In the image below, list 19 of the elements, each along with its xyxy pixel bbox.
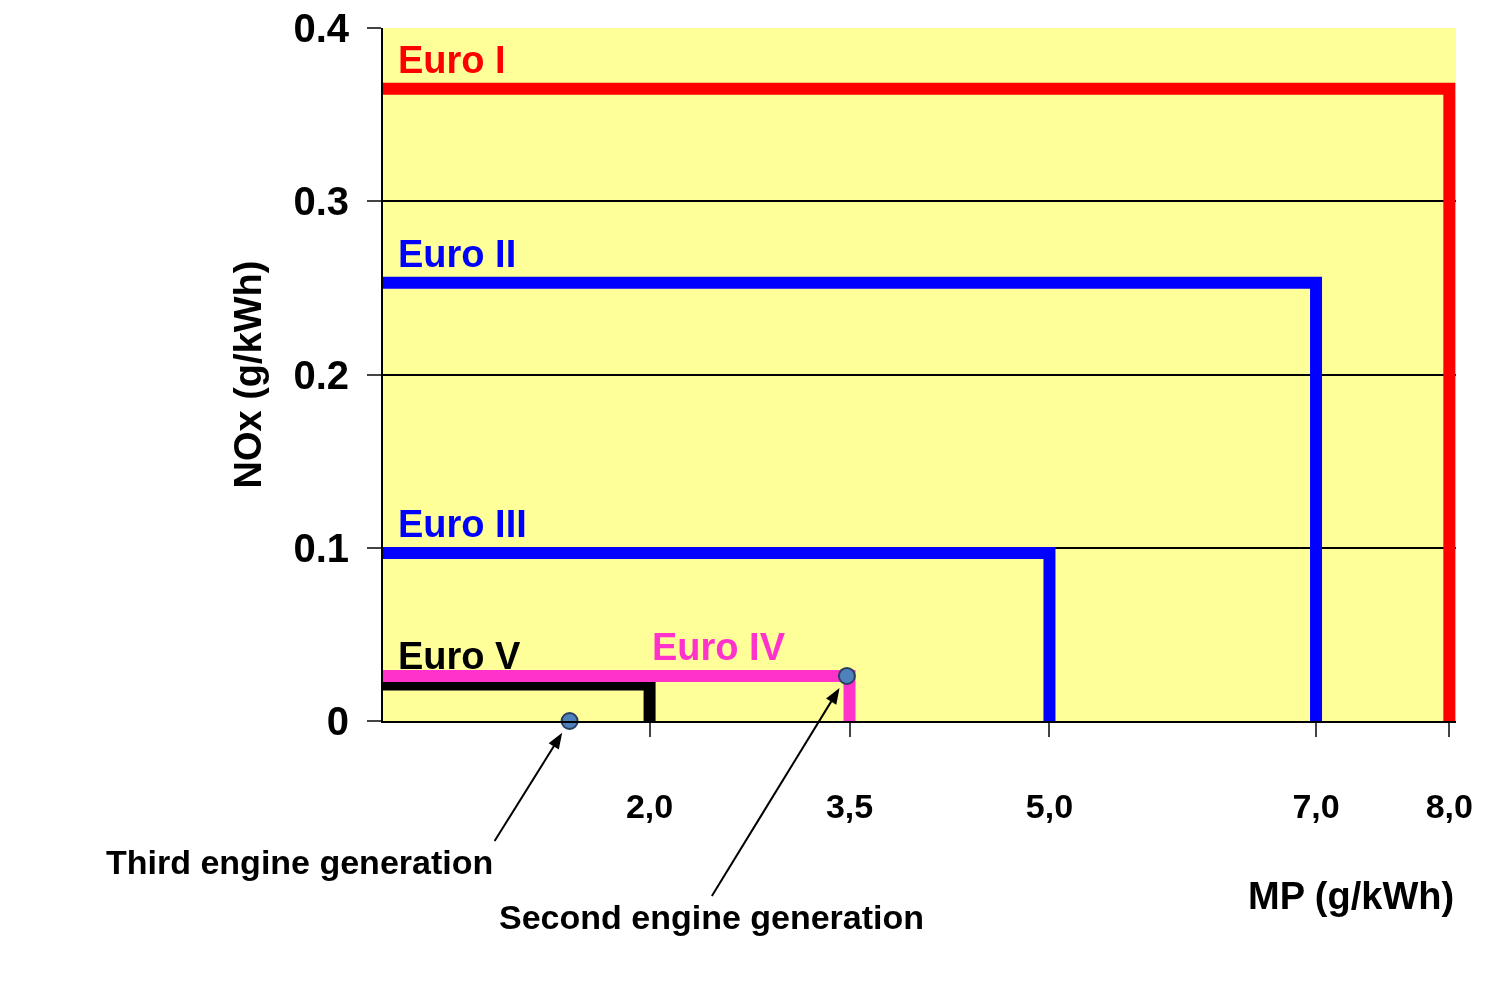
x-tick-label: 8,0 (1425, 786, 1473, 825)
x-axis-title: MP (g/kWh) (1248, 875, 1455, 917)
y-tick-label: 0.2 (293, 352, 349, 397)
series-label: Euro V (398, 635, 522, 677)
text: Second engine generation (499, 898, 925, 936)
x-tick-label: 2,0 (625, 786, 674, 825)
x-tick-label: 7,0 (1292, 786, 1340, 825)
y-tick-label: 0.3 (293, 179, 349, 224)
text: Third engine generation (106, 843, 494, 881)
x-tick-label: 5,0 (1025, 786, 1074, 825)
x-tick-label: 3,5 (825, 786, 874, 825)
series-label: Euro I (398, 39, 506, 81)
series-label: Euro IV (652, 626, 786, 668)
y-tick-label: 0 (326, 699, 349, 743)
y-tick-label: 0.1 (293, 525, 349, 570)
y-tick-label: 0.4 (293, 6, 350, 50)
series-label: Euro III (398, 503, 527, 545)
y-axis-title: NOx (g/kWh) (227, 260, 270, 489)
series-label: Euro II (398, 233, 517, 275)
